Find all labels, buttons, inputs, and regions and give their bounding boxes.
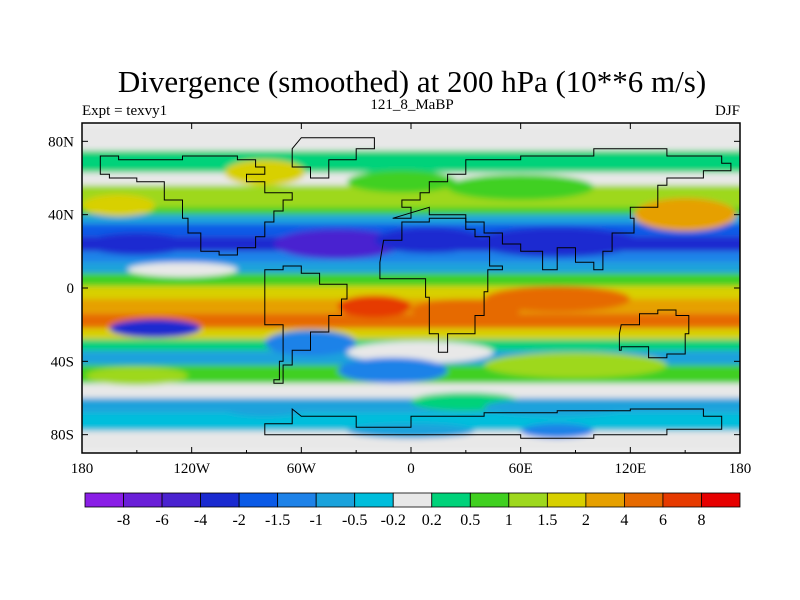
coastline-5 <box>291 137 375 179</box>
coastline-0 <box>99 155 293 256</box>
x-tick-label-0: 180 <box>71 461 94 477</box>
field-blob-15 <box>347 341 494 364</box>
field-blob-2 <box>447 174 594 201</box>
field-band-9 <box>82 262 740 274</box>
x-tick-label-1: 120W <box>173 461 211 477</box>
colorbar-label-8: 0.2 <box>422 512 442 529</box>
x-tick-label-2: 60W <box>287 461 317 477</box>
field-band-19 <box>82 398 740 413</box>
colorbar-box-8 <box>392 492 433 508</box>
coastline-4 <box>618 309 690 359</box>
field-band-11 <box>82 286 740 299</box>
colorbar-label-0: -8 <box>117 512 130 529</box>
x-tick-label-3: 0 <box>407 461 415 477</box>
field-blob-4 <box>82 194 156 217</box>
colorbar-label-12: 2 <box>582 512 590 529</box>
colorbar-box-0 <box>84 492 124 508</box>
field-blob-23 <box>520 423 594 439</box>
field-band-18 <box>82 383 740 398</box>
colorbar-label-13: 4 <box>620 512 628 529</box>
colorbar-box-5 <box>277 492 317 508</box>
y-axis: 80N 40N 0 40S 80S <box>48 134 740 444</box>
colorbar-label-3: -2 <box>232 512 245 529</box>
colorbar-box-12 <box>546 492 587 508</box>
field-band-1 <box>82 150 740 173</box>
subtitle-center: 121_8_MaBP <box>370 97 453 113</box>
colorbar-box-3 <box>200 492 240 508</box>
field-blob-7 <box>474 227 640 257</box>
coastline-1 <box>264 265 348 384</box>
colorbar-label-10: 1 <box>505 512 513 529</box>
y-tick-label-0: 80N <box>48 134 74 150</box>
colorbar-label-4: -1.5 <box>265 512 290 529</box>
field-band-10 <box>82 273 740 287</box>
colorbar-label-11: 1.5 <box>537 512 557 529</box>
colorbar-box-7 <box>354 492 394 508</box>
field-blob-5 <box>273 229 402 259</box>
subtitle-left: Expt = texvy1 <box>82 103 167 119</box>
colorbar-label-15: 8 <box>697 512 705 529</box>
colorbar-label-9: 0.5 <box>460 512 480 529</box>
y-tick-label-4: 80S <box>51 428 74 444</box>
field-blob-3 <box>633 198 737 232</box>
colorbar-box-13 <box>585 492 625 508</box>
colorbar-label-7: -0.2 <box>381 512 406 529</box>
chart-title: Divergence (smoothed) at 200 hPa (10**6 … <box>118 64 706 99</box>
colorbar-box-15 <box>662 492 702 508</box>
x-tick-label-6: 180 <box>729 461 752 477</box>
y-tick-label-2: 0 <box>67 281 75 297</box>
field-blob-12 <box>484 286 631 312</box>
colorbar-label-6: -0.5 <box>342 512 367 529</box>
colorbar-box-14 <box>624 492 664 508</box>
field-blob-18 <box>85 366 189 386</box>
y-tick-label-3: 40S <box>51 354 74 370</box>
field-blob-8 <box>85 233 189 255</box>
colorbar-label-1: -6 <box>155 512 168 529</box>
field-band-8 <box>82 251 740 263</box>
field-blob-20 <box>484 398 631 417</box>
colorbar-box-11 <box>508 492 548 508</box>
field-blob-9 <box>127 262 238 277</box>
field-band-5 <box>82 214 740 224</box>
coastline-3 <box>392 148 732 271</box>
colorbar-label-5: -1 <box>310 512 323 529</box>
coastline-6 <box>264 407 723 439</box>
colorbar-box-9 <box>431 492 471 508</box>
colorbar-box-1 <box>123 492 163 508</box>
field-band-13 <box>82 313 740 329</box>
field-blob-17 <box>337 357 448 384</box>
field-blob-16 <box>484 352 667 378</box>
field-blob-10 <box>337 295 412 318</box>
colorbar-box-16 <box>701 492 741 508</box>
colorbar: -8 -6 -4 -2 -1.5 -1 -0.5 -0.2 0.2 0.5 1 1.5 2 4 6 8 <box>84 492 741 529</box>
colorbar-label-14: 6 <box>659 512 667 529</box>
y-tick-label-1: 40N <box>48 208 74 224</box>
x-tick-label-4: 60E <box>509 461 533 477</box>
colorbar-box-10 <box>469 492 510 508</box>
colorbar-box-4 <box>238 492 279 508</box>
field-blob-21 <box>219 398 311 417</box>
colorbar-box-6 <box>315 492 356 508</box>
field-band-14 <box>82 328 740 340</box>
coastline-layer <box>99 137 732 439</box>
x-axis: 180 120W 60W 0 60E 120E 180 <box>71 123 752 477</box>
subtitle-right: DJF <box>715 103 740 119</box>
field-layer <box>82 123 740 453</box>
x-tick-label-5: 120E <box>614 461 646 477</box>
colorbar-label-2: -4 <box>194 512 207 529</box>
field-blob-13 <box>109 319 201 338</box>
colorbar-box-2 <box>161 492 201 508</box>
